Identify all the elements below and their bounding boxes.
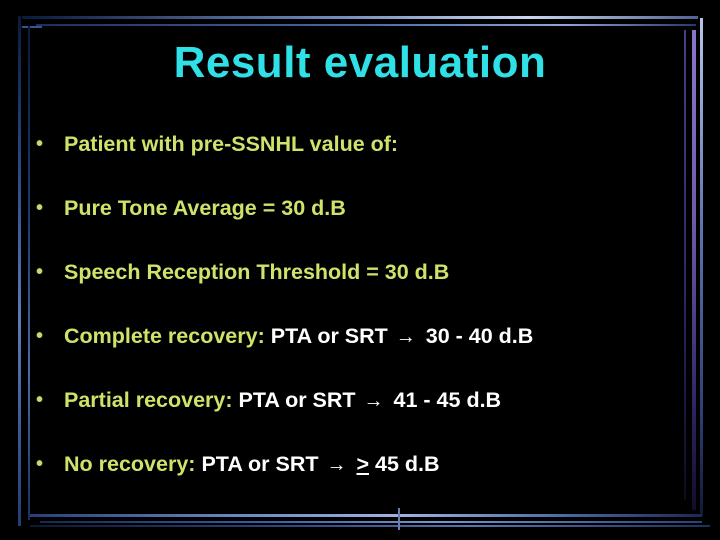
bullet-list: • Patient with pre-SSNHL value of: • Pur… <box>36 126 676 510</box>
recovery-label: Partial recovery: <box>64 388 233 412</box>
arrow-icon: → <box>326 454 347 476</box>
frame-line-top-accent <box>22 26 42 28</box>
frame-line-bottom-outer <box>30 525 710 527</box>
recovery-label: Complete recovery: <box>64 324 265 348</box>
arrow-icon: → <box>363 390 384 412</box>
greater-or-equal-sign: > <box>356 452 370 476</box>
recovery-range: 41 - 45 d.B <box>393 388 502 412</box>
slide-title: Result evaluation <box>173 38 547 87</box>
recovery-range: 45 d.B <box>375 452 440 476</box>
bullet-dot: • <box>36 389 44 411</box>
frame-line-right-inner <box>684 30 686 500</box>
bullet-text: Complete recovery: PTA or SRT → 30 - 40 … <box>64 318 533 355</box>
frame-line-left <box>18 16 21 526</box>
bullet-item-no-recovery: • No recovery: PTA or SRT → > 45 d.B <box>36 446 676 510</box>
recovery-detail: PTA or SRT <box>270 324 388 348</box>
bullet-text: Pure Tone Average = 30 d.B <box>64 196 346 220</box>
frame-line-top-inner <box>36 24 696 26</box>
recovery-range: 30 - 40 d.B <box>425 324 534 348</box>
recovery-detail: PTA or SRT <box>238 388 356 412</box>
bullet-text: Speech Reception Threshold = 30 d.B <box>64 260 450 284</box>
bullet-dot: • <box>36 133 44 155</box>
bullet-dot: • <box>36 197 44 219</box>
frame-line-bottom <box>30 514 702 517</box>
frame-line-bottom-tick <box>398 508 400 530</box>
bullet-item-patient: • Patient with pre-SSNHL value of: <box>36 126 676 190</box>
recovery-label: No recovery: <box>64 452 196 476</box>
bullet-text: No recovery: PTA or SRT → > 45 d.B <box>64 446 440 483</box>
bullet-text: Patient with pre-SSNHL value of: <box>64 132 399 156</box>
bullet-dot: • <box>36 261 44 283</box>
frame-line-left-inner <box>28 26 30 520</box>
recovery-detail: PTA or SRT <box>201 452 319 476</box>
frame-line-bottom-inner <box>40 521 702 523</box>
bullet-item-srt: • Speech Reception Threshold = 30 d.B <box>36 254 676 318</box>
bullet-item-partial-recovery: • Partial recovery: PTA or SRT → 41 - 45… <box>36 382 676 446</box>
frame-line-top <box>22 16 698 19</box>
bullet-item-pta: • Pure Tone Average = 30 d.B <box>36 190 676 254</box>
arrow-icon: → <box>395 326 416 348</box>
bullet-dot: • <box>36 325 44 347</box>
frame-line-right <box>692 30 696 510</box>
bullet-dot: • <box>36 453 44 475</box>
bullet-text: Partial recovery: PTA or SRT → 41 - 45 d… <box>64 382 501 419</box>
bullet-item-complete-recovery: • Complete recovery: PTA or SRT → 30 - 4… <box>36 318 676 382</box>
frame-line-right-outer <box>700 18 703 516</box>
